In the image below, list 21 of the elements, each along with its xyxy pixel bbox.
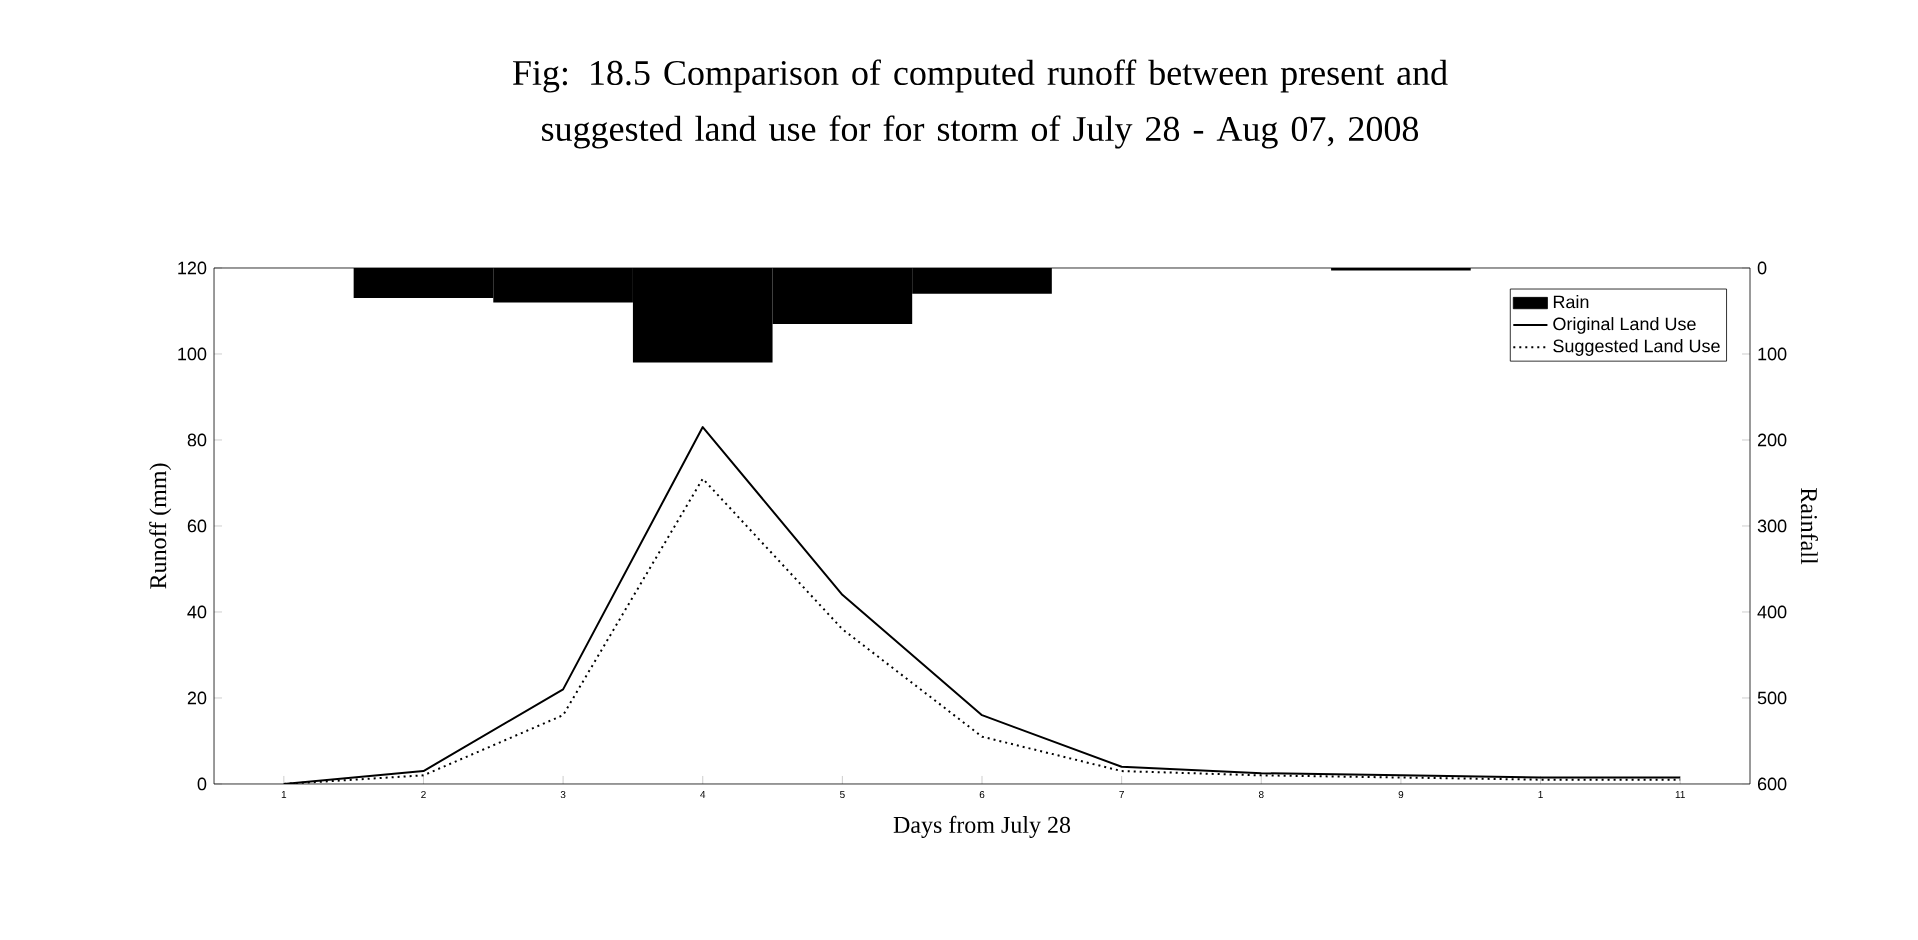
chart-title: Fig: 18.5 Comparison of computed runoff between present and suggested land use for for storm of July 28 - Aug 07, 2008 (512, 59, 1448, 149)
y-tick-label: 80 (187, 433, 207, 447)
y2-tick-label: 600 (1757, 777, 1787, 791)
y2-tick-label: 0 (1757, 261, 1767, 275)
legend-label: Suggested Land Use (1553, 339, 1720, 356)
y2-tick-label: 400 (1757, 605, 1787, 619)
y2-tick-label: 300 (1757, 519, 1787, 533)
y-axis-title: Runoff (mm) (149, 463, 172, 589)
legend-label: Rain (1553, 295, 1589, 309)
y-tick-label: 20 (187, 691, 207, 705)
y2-tick-label: 100 (1758, 347, 1787, 361)
y2-axis-title: Rainfall (1800, 488, 1818, 565)
y-tick-label: 40 (187, 605, 207, 619)
y2-tick-label: 500 (1757, 691, 1787, 705)
y-tick-label: 0 (197, 777, 207, 791)
legend-label: Original Land Use (1553, 317, 1696, 334)
y-tick-label: 120 (178, 261, 207, 275)
x-axis-title: Days from July 28 (893, 815, 1071, 838)
y2-tick-label: 200 (1757, 433, 1787, 447)
y-tick-label: 100 (178, 347, 207, 361)
y-tick-label: 60 (187, 519, 207, 533)
